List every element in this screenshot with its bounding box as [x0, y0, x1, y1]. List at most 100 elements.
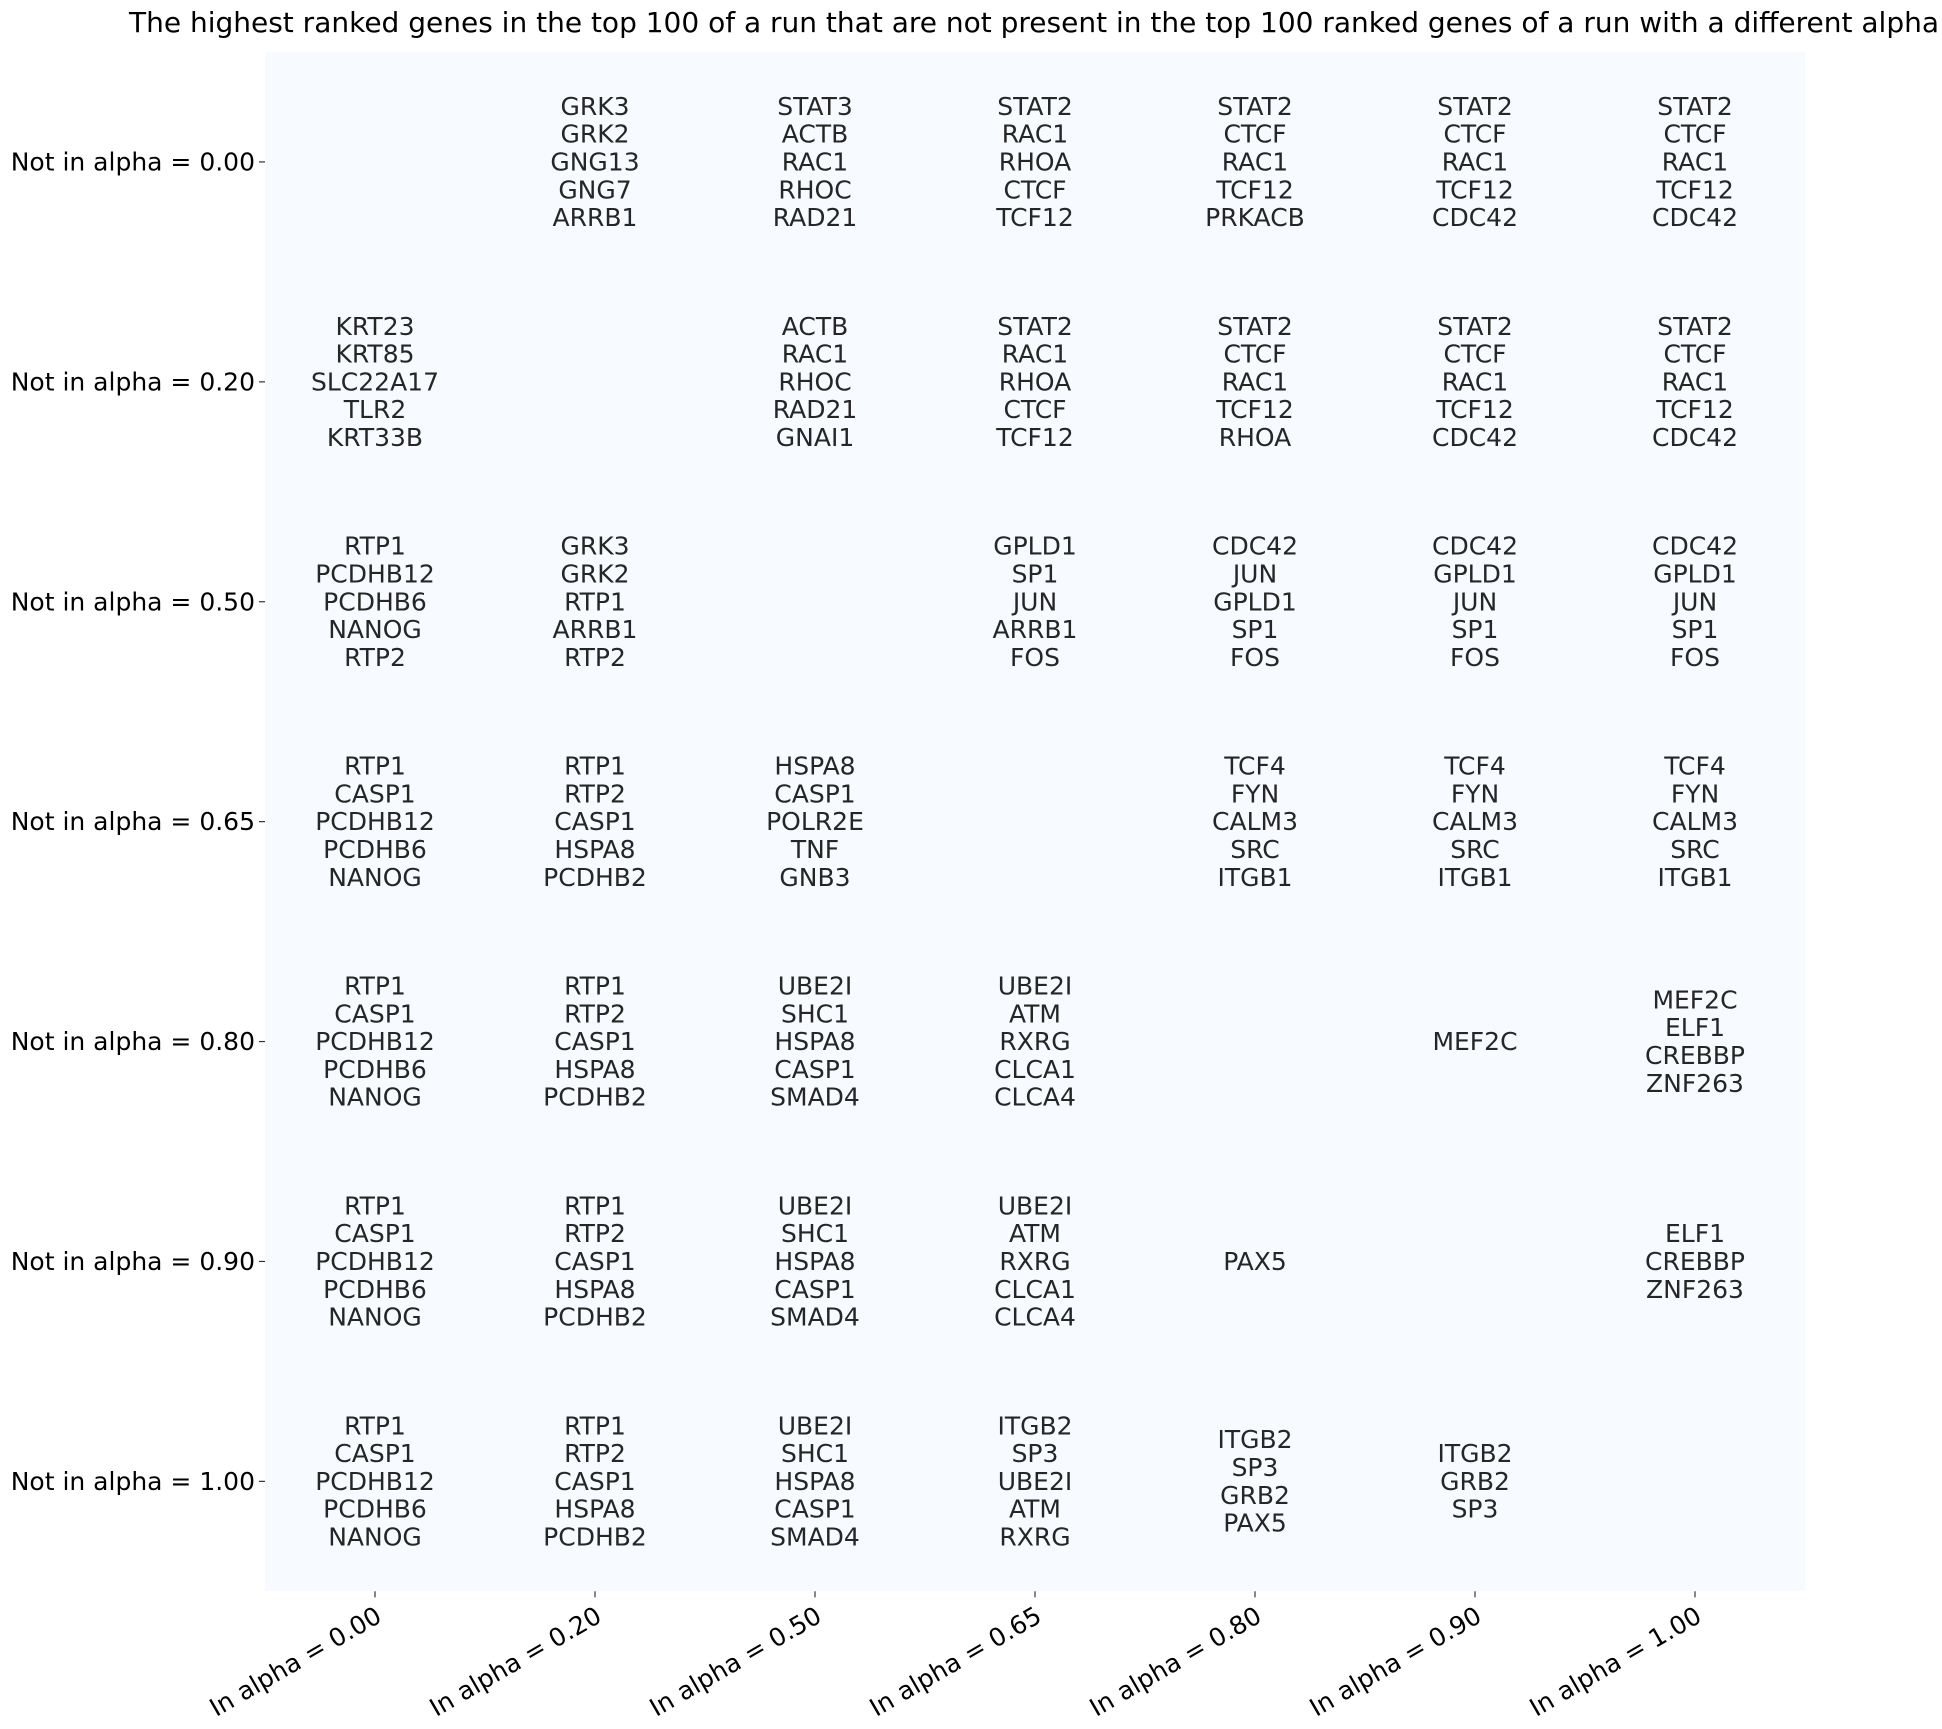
gene-label: SMAD4	[770, 1303, 860, 1332]
gene-label: HSPA8	[774, 1027, 855, 1056]
gene-label: RTP1	[344, 1191, 406, 1220]
gene-label: UBE2I	[998, 1191, 1073, 1220]
gene-label: CALM3	[1652, 807, 1738, 836]
gene-label: HSPA8	[554, 1495, 635, 1524]
gene-label: ITGB2	[997, 1411, 1072, 1440]
gene-label: UBE2I	[998, 971, 1073, 1000]
gene-label: TCF4	[1663, 752, 1726, 781]
gene-label: SRC	[1230, 835, 1279, 864]
gene-label: RTP2	[564, 1439, 626, 1468]
gene-label: NANOG	[328, 1303, 422, 1332]
gene-label: ACTB	[782, 120, 849, 149]
gene-label: TLR2	[343, 395, 406, 424]
gene-label: HSPA8	[774, 1467, 855, 1496]
gene-label: RTP1	[344, 752, 406, 781]
gene-label: RAC1	[1002, 120, 1068, 149]
table-cell: MEF2C	[1432, 1027, 1517, 1056]
gene-label: GRB2	[1440, 1467, 1510, 1496]
gene-label: FOS	[1670, 643, 1720, 672]
gene-label: TCF12	[995, 423, 1073, 452]
gene-label: JUN	[1671, 587, 1717, 616]
gene-label: CASP1	[334, 1439, 415, 1468]
gene-label: ACTB	[782, 312, 849, 341]
gene-label: GNG13	[550, 147, 639, 176]
gene-label: GPLD1	[1433, 559, 1517, 588]
gene-label: NANOG	[328, 863, 422, 892]
gene-label: GRK3	[560, 532, 629, 561]
gene-label: CTCF	[1003, 395, 1066, 424]
gene-label: GNG7	[558, 175, 631, 204]
gene-label: UBE2I	[778, 1191, 853, 1220]
gene-label: PCDHB12	[315, 1467, 435, 1496]
gene-label: RXRG	[999, 1247, 1070, 1276]
gene-label: CASP1	[554, 807, 635, 836]
gene-label: CDC42	[1652, 203, 1738, 232]
gene-label: CASP1	[554, 1467, 635, 1496]
gene-label: CDC42	[1652, 532, 1738, 561]
gene-label: NANOG	[328, 1083, 422, 1112]
gene-label: SP1	[1672, 615, 1719, 644]
gene-label: PAX5	[1223, 1247, 1287, 1276]
gene-label: CASP1	[554, 1247, 635, 1276]
gene-label: ITGB1	[1217, 863, 1292, 892]
gene-label: CDC42	[1212, 532, 1298, 561]
gene-label: SHC1	[781, 1439, 849, 1468]
plot-area-background	[265, 52, 1805, 1591]
gene-label: ZNF263	[1646, 1069, 1744, 1098]
gene-label: CASP1	[774, 779, 855, 808]
row-label: Not in alpha = 0.80	[11, 1027, 255, 1056]
gene-label: RAC1	[782, 340, 848, 369]
gene-label: SP3	[1012, 1439, 1059, 1468]
gene-label: CLCA1	[994, 1275, 1076, 1304]
gene-label: STAT2	[1217, 92, 1293, 121]
gene-label: TCF12	[1215, 175, 1293, 204]
gene-label: STAT2	[1437, 92, 1513, 121]
gene-label: PCDHB6	[323, 587, 427, 616]
gene-label: PCDHB2	[543, 1083, 647, 1112]
gene-label: RTP1	[564, 971, 626, 1000]
gene-label: GNB3	[779, 863, 850, 892]
gene-label: RAC1	[1222, 367, 1288, 396]
gene-label: RAC1	[1222, 147, 1288, 176]
gene-label: JUN	[1451, 587, 1497, 616]
gene-label: RXRG	[999, 1522, 1070, 1551]
gene-label: CDC42	[1652, 423, 1738, 452]
gene-label: PRKACB	[1205, 203, 1305, 232]
gene-label: PCDHB12	[315, 559, 435, 588]
gene-label: STAT2	[1657, 92, 1733, 121]
gene-label: STAT2	[1657, 312, 1733, 341]
gene-label: RHOC	[778, 175, 851, 204]
gene-label: STAT2	[997, 92, 1073, 121]
gene-label: GNAI1	[776, 423, 854, 452]
table-cell: PAX5	[1223, 1247, 1287, 1276]
gene-label: ARRB1	[993, 615, 1078, 644]
gene-label: FYN	[1231, 779, 1279, 808]
gene-label: FOS	[1010, 643, 1060, 672]
gene-label: KRT33B	[327, 423, 423, 452]
gene-label: TCF12	[1655, 395, 1733, 424]
gene-label: RTP1	[564, 1191, 626, 1220]
gene-label: CTCF	[1443, 340, 1506, 369]
col-label: In alpha = 0.65	[865, 1601, 1047, 1723]
row-label: Not in alpha = 0.65	[11, 807, 255, 836]
gene-label: SP1	[1012, 559, 1059, 588]
row-label: Not in alpha = 1.00	[11, 1467, 255, 1496]
gene-label: JUN	[1011, 587, 1057, 616]
gene-label: ATM	[1009, 999, 1061, 1028]
gene-label: ATM	[1009, 1495, 1061, 1524]
gene-label: GRK3	[560, 92, 629, 121]
gene-label: FOS	[1450, 643, 1500, 672]
